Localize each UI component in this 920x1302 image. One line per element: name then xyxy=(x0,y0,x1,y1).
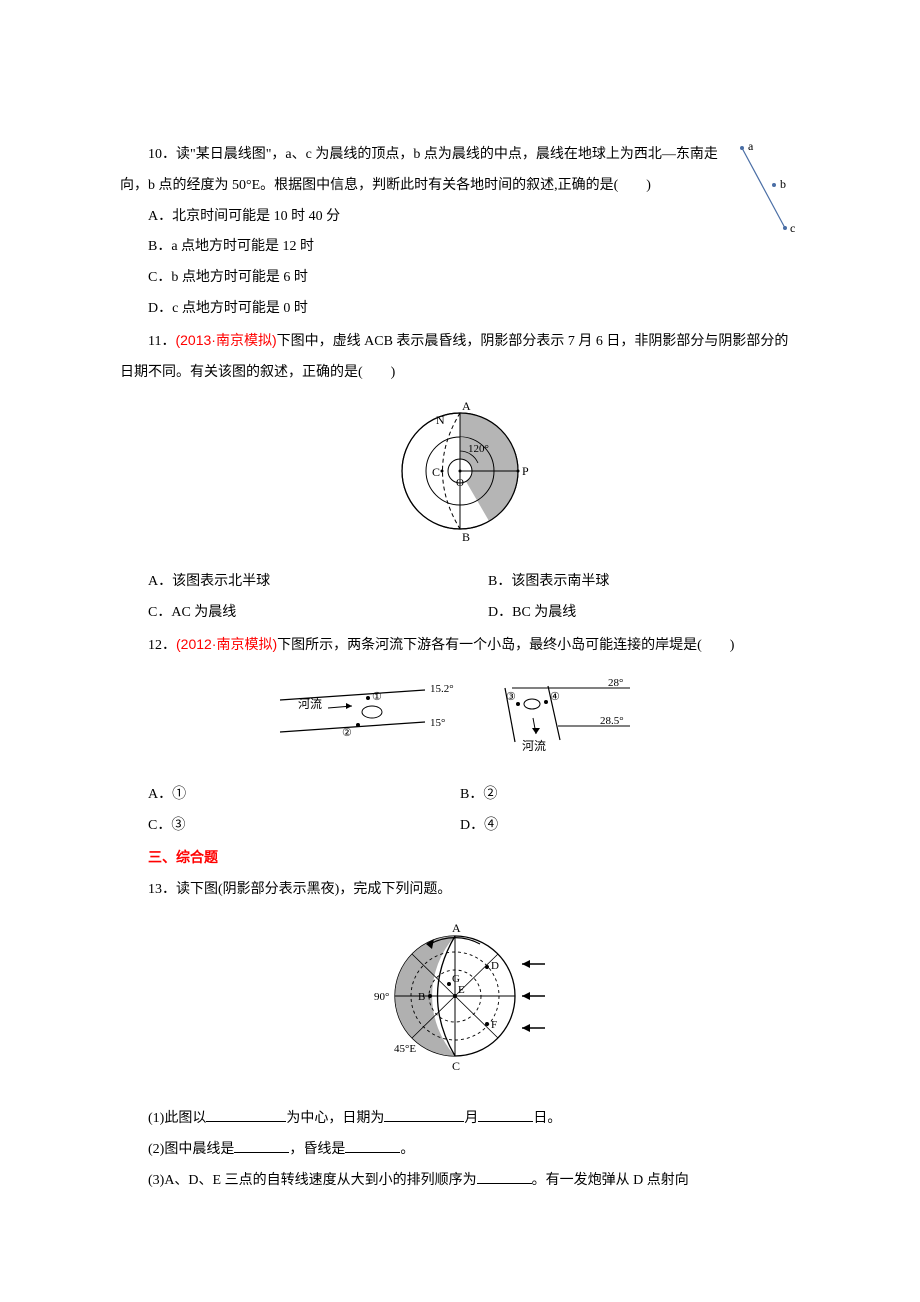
svg-text:15°: 15° xyxy=(430,717,445,729)
q11-figure: 120° N A B C O P xyxy=(120,396,800,559)
svg-text:D: D xyxy=(491,960,499,972)
svg-text:河流: 河流 xyxy=(522,739,546,753)
blank-day xyxy=(478,1107,533,1122)
q11-stem: 11．(2013·南京模拟)下图中，虚线 ACB 表示晨昏线，阴影部分表示 7 … xyxy=(120,325,800,389)
svg-text:C: C xyxy=(452,1059,460,1073)
q12-option-a: A．① xyxy=(120,780,460,811)
q13-figure: A C B E G D F 90° 45°E xyxy=(120,914,800,1097)
svg-text:G: G xyxy=(452,973,460,985)
svg-text:C: C xyxy=(432,465,440,479)
svg-text:45°E: 45°E xyxy=(394,1043,416,1055)
svg-text:120°: 120° xyxy=(468,443,489,455)
blank-center xyxy=(206,1107,286,1122)
svg-text:F: F xyxy=(491,1019,497,1031)
q10-figure: a b c xyxy=(730,140,800,253)
svg-text:③: ③ xyxy=(506,691,516,703)
svg-text:A: A xyxy=(452,921,461,935)
svg-text:E: E xyxy=(458,984,465,996)
svg-text:28.5°: 28.5° xyxy=(600,715,624,727)
svg-text:④: ④ xyxy=(550,691,560,703)
svg-text:c: c xyxy=(790,221,795,235)
svg-text:90°: 90° xyxy=(374,991,389,1003)
q11-source: (2013·南京模拟) xyxy=(175,332,276,348)
q11-option-b: B．该图表示南半球 xyxy=(460,567,800,598)
svg-text:B: B xyxy=(462,530,470,544)
q12-stem: 12．(2012·南京模拟)下图所示，两条河流下游各有一个小岛，最终小岛可能连接… xyxy=(120,629,800,662)
q11-option-c: C．AC 为晨线 xyxy=(120,598,460,629)
svg-text:河流: 河流 xyxy=(298,697,322,711)
svg-text:O: O xyxy=(456,477,464,489)
q11-option-d: D．BC 为晨线 xyxy=(460,598,800,629)
svg-text:15.2°: 15.2° xyxy=(430,683,454,695)
section-3-title: 三、综合题 xyxy=(148,849,218,865)
q10-option-c: C．b 点地方时可能是 6 时 xyxy=(120,263,800,294)
q12-figure: 15.2° 15° 河流 ① ② 28° 28.5° ③ ④ 河流 xyxy=(120,670,800,773)
svg-text:①: ① xyxy=(372,691,382,703)
svg-text:b: b xyxy=(780,177,786,191)
q12-option-b: B．② xyxy=(460,780,800,811)
svg-text:P: P xyxy=(522,464,529,478)
svg-text:28°: 28° xyxy=(608,677,623,689)
svg-text:N: N xyxy=(436,413,445,427)
q12-option-d: D．④ xyxy=(460,811,800,842)
q10-option-d: D．c 点地方时可能是 0 时 xyxy=(120,294,800,325)
q12-source: (2012·南京模拟) xyxy=(176,636,277,652)
q11-option-a: A．该图表示北半球 xyxy=(120,567,460,598)
q13-stem: 13．读下图(阴影部分表示黑夜)，完成下列问题。 xyxy=(120,875,800,906)
svg-text:a: a xyxy=(748,140,754,153)
svg-text:B: B xyxy=(418,991,425,1003)
blank-dawn xyxy=(234,1138,289,1153)
svg-text:②: ② xyxy=(342,727,352,739)
svg-text:A: A xyxy=(462,399,471,413)
blank-month xyxy=(384,1107,464,1122)
q12-option-c: C．③ xyxy=(120,811,460,842)
q10-option-a: A．北京时间可能是 10 时 40 分 xyxy=(120,202,800,233)
blank-order xyxy=(477,1169,532,1184)
q10-option-b: B．a 点地方时可能是 12 时 xyxy=(120,232,800,263)
q13-sub3: (3)A、D、E 三点的自转线速度从大到小的排列顺序为。有一发炮弹从 D 点射向 xyxy=(120,1166,800,1197)
blank-dusk xyxy=(345,1138,400,1153)
q13-sub2: (2)图中晨线是，昏线是。 xyxy=(120,1135,800,1166)
q13-sub1: (1)此图以为中心，日期为月日。 xyxy=(120,1104,800,1135)
q10-stem: 10．读"某日晨线图"，a、c 为晨线的顶点，b 点为晨线的中点，晨线在地球上为… xyxy=(120,140,800,202)
